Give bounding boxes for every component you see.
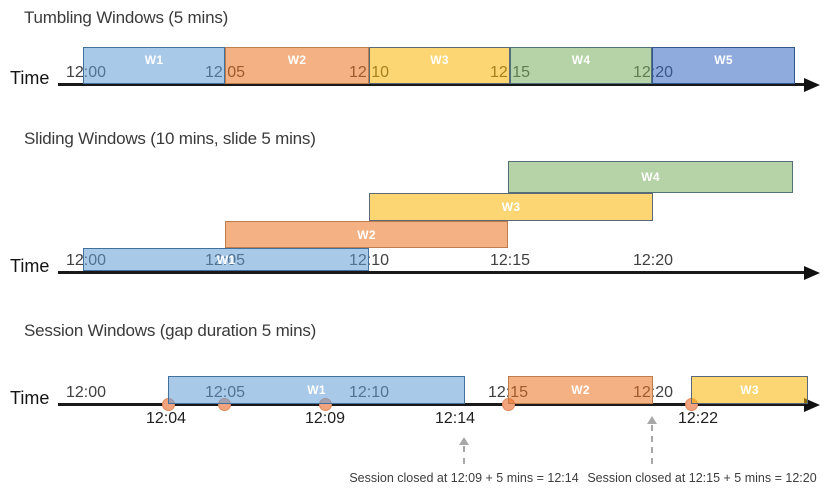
timeline-arrowhead-icon	[804, 77, 820, 92]
window-label: W3	[501, 200, 521, 214]
window-box-w3: W3	[369, 47, 510, 84]
event-time-label: 12:22	[677, 410, 719, 427]
event-time-label: 12:09	[304, 410, 346, 427]
window-box-w2: W2	[508, 376, 653, 404]
timeline-arrowhead-icon	[804, 397, 820, 412]
window-box-w1: W1	[83, 248, 369, 271]
axis-tick-label: 12:20	[632, 252, 674, 269]
section-title-tumbling: Tumbling Windows (5 mins)	[24, 8, 229, 27]
axis-tick-label: 12:00	[65, 384, 107, 401]
timeline	[58, 403, 810, 406]
window-box-w1: W1	[168, 376, 465, 404]
window-label: W1	[216, 252, 236, 267]
window-box-w2: W2	[225, 47, 369, 84]
time-axis-label: Time	[10, 256, 50, 276]
time-axis-label: Time	[10, 68, 50, 88]
timeline-arrowhead-icon	[804, 265, 820, 280]
session-close-annotation: Session closed at 12:15 + 5 mins = 12:20	[587, 471, 817, 485]
up-arrow-icon	[459, 437, 469, 445]
section-title-session: Session Windows (gap duration 5 mins)	[24, 321, 317, 340]
window-box-w5: W5	[652, 47, 795, 84]
window-box-w2: W2	[225, 221, 508, 248]
up-arrow-shaft	[651, 425, 653, 464]
window-label: W1	[144, 53, 164, 67]
window-box-w3: W3	[369, 193, 653, 221]
window-label: W5	[714, 53, 733, 67]
window-box-w3: W3	[691, 376, 808, 404]
window-label: W4	[641, 170, 660, 184]
window-box-w4: W4	[510, 47, 652, 84]
event-time-label: 12:14	[434, 410, 476, 427]
event-time-label: 12:04	[145, 410, 187, 427]
axis-tick-label: 12:15	[489, 252, 531, 269]
session-close-annotation: Session closed at 12:09 + 5 mins = 12:14	[349, 471, 579, 485]
timeline	[58, 83, 810, 86]
window-label: W3	[740, 383, 759, 397]
time-axis-label: Time	[10, 388, 50, 408]
timeline	[58, 271, 810, 274]
window-label: W2	[571, 383, 590, 397]
window-label: W4	[571, 53, 591, 67]
window-label: W1	[307, 383, 326, 397]
window-box-w1: W1	[83, 47, 225, 84]
window-box-w4: W4	[508, 161, 793, 193]
section-title-sliding: Sliding Windows (10 mins, slide 5 mins)	[24, 129, 316, 148]
up-arrow-icon	[647, 416, 657, 424]
up-arrow-shaft	[463, 446, 465, 464]
window-label: W2	[357, 227, 376, 242]
window-label: W2	[287, 53, 307, 67]
window-label: W3	[430, 53, 449, 67]
